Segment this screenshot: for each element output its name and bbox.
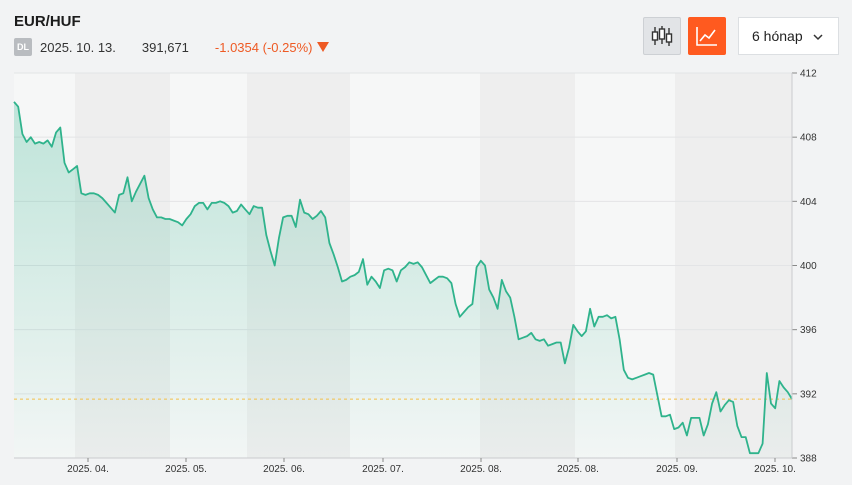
- y-tick-label: 400: [800, 261, 817, 272]
- period-label: 6 hónap: [752, 28, 803, 44]
- y-tick-label: 404: [800, 197, 817, 208]
- y-tick-label: 408: [800, 133, 817, 144]
- line-chart-icon: [696, 27, 717, 46]
- quote-date: 2025. 10. 13.: [40, 39, 116, 55]
- quote-price: 391,671: [141, 39, 189, 55]
- candlestick-button[interactable]: [643, 17, 681, 55]
- period-select[interactable]: 6 hónap: [738, 17, 839, 55]
- down-arrow-icon: [317, 42, 330, 52]
- price-line: [13, 101, 793, 455]
- quote-summary: DL 2025. 10. 13. 391,671 -1.0354 (-0.25%…: [14, 38, 330, 56]
- chevron-down-icon: [813, 34, 823, 41]
- pair-title: EUR/HUF: [14, 13, 81, 30]
- x-tick-label: 2025. 07.: [362, 464, 404, 475]
- line-chart-button[interactable]: [688, 17, 726, 55]
- y-tick-label: 392: [800, 389, 817, 400]
- source-badge: DL: [14, 38, 32, 56]
- x-tick-label: 2025. 08.: [557, 464, 599, 475]
- y-tick-label: 388: [800, 454, 817, 465]
- x-tick-label: 2025. 10.: [754, 464, 796, 475]
- y-tick-label: 412: [800, 69, 817, 80]
- x-tick-label: 2025. 05.: [165, 464, 207, 475]
- x-tick-label: 2025. 09.: [656, 464, 698, 475]
- price-area: [14, 101, 792, 459]
- x-tick-label: 2025. 08.: [460, 464, 502, 475]
- x-tick-label: 2025. 04.: [67, 464, 109, 475]
- change-value: -1.0354 (-0.25%): [214, 39, 313, 55]
- candlestick-icon: [651, 26, 673, 46]
- quote-change: -1.0354 (-0.25%): [215, 40, 330, 55]
- x-tick-label: 2025. 06.: [263, 464, 305, 475]
- y-tick-label: 396: [800, 325, 817, 336]
